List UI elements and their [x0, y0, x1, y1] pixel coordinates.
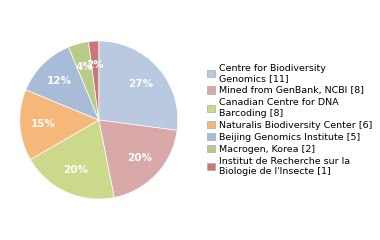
- Text: 2%: 2%: [86, 60, 104, 70]
- Legend: Centre for Biodiversity
Genomics [11], Mined from GenBank, NCBI [8], Canadian Ce: Centre for Biodiversity Genomics [11], M…: [206, 63, 373, 177]
- Text: 20%: 20%: [127, 153, 152, 163]
- Text: 12%: 12%: [47, 76, 72, 86]
- Wedge shape: [30, 120, 114, 199]
- Text: 20%: 20%: [63, 165, 89, 175]
- Wedge shape: [99, 41, 178, 130]
- Wedge shape: [26, 47, 99, 120]
- Wedge shape: [99, 120, 177, 198]
- Text: 15%: 15%: [31, 119, 56, 129]
- Wedge shape: [20, 90, 99, 160]
- Text: 27%: 27%: [128, 78, 153, 89]
- Wedge shape: [89, 41, 99, 120]
- Text: 4%: 4%: [76, 61, 93, 72]
- Wedge shape: [68, 42, 99, 120]
